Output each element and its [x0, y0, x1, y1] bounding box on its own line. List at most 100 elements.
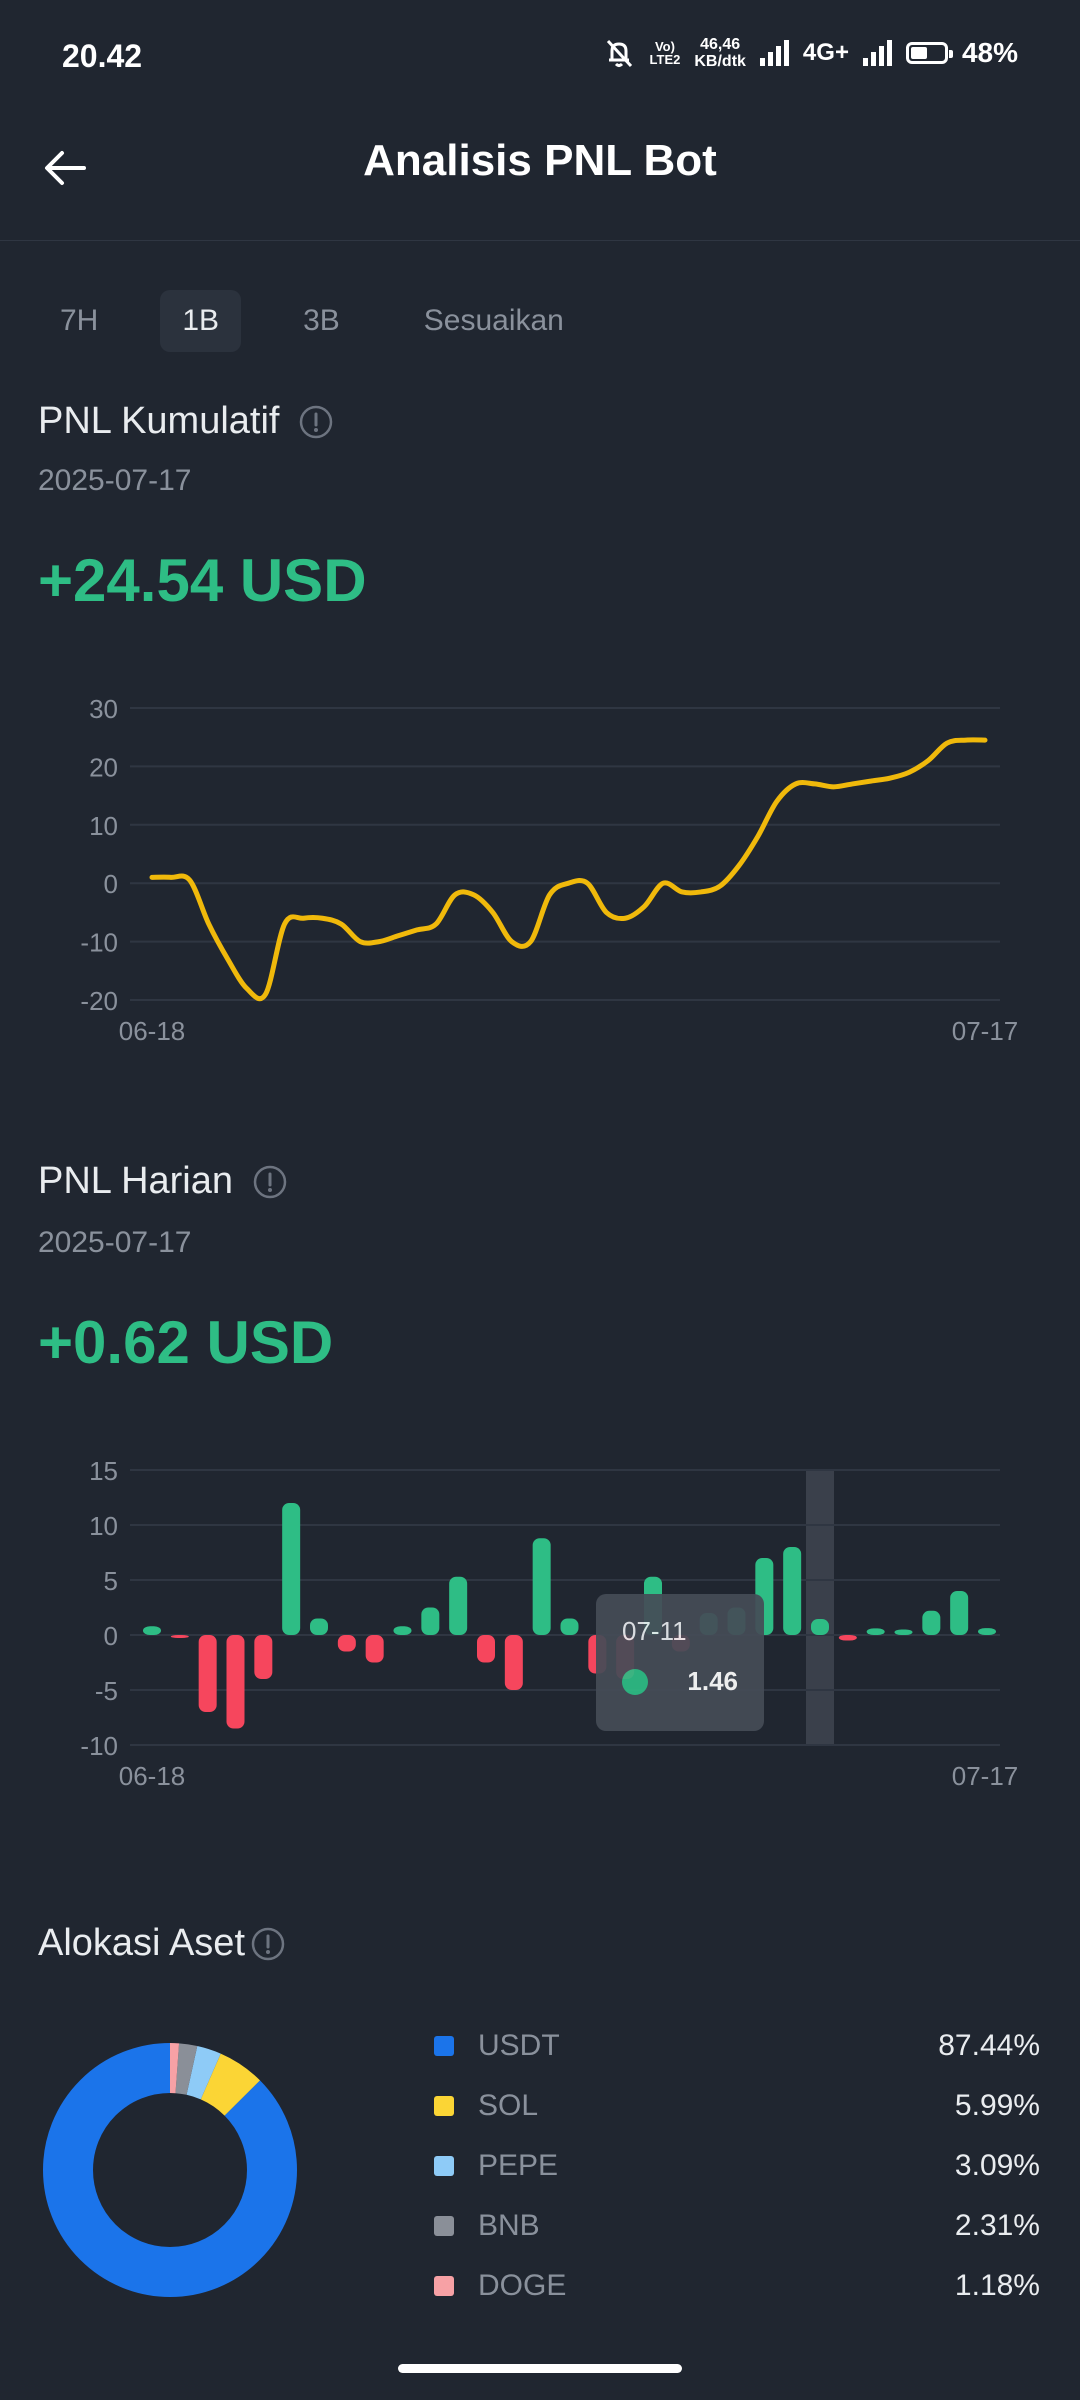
- legend-percent: 1.18%: [954, 2269, 1040, 2302]
- daily-bar: [365, 1635, 384, 1663]
- info-icon[interactable]: [253, 1165, 287, 1199]
- x-tick-label: 06-18: [119, 1016, 186, 1046]
- legend-row-doge: DOGE 1.18%: [434, 2256, 1040, 2316]
- tab-3b[interactable]: 3B: [303, 304, 340, 337]
- allocation-title-row: Alokasi Aset: [38, 1922, 285, 1965]
- daily-bar: [950, 1591, 969, 1635]
- daily-bar: [922, 1610, 941, 1635]
- daily-bar: [393, 1626, 412, 1635]
- donut-segment-doge: [43, 2043, 297, 2297]
- daily-bar: [310, 1618, 328, 1635]
- cumulative-title-row: PNL Kumulatif: [38, 400, 333, 443]
- cumulative-value: +24.54 USD: [38, 547, 367, 614]
- signal-icon: [759, 40, 789, 66]
- donut-segment-usdt: [43, 2043, 297, 2297]
- daily-chart[interactable]: 15 10 5 0 -5 -10 06-18 07-17: [0, 1440, 1080, 1800]
- legend-name: DOGE: [478, 2269, 567, 2302]
- legend-swatch: [434, 2096, 454, 2116]
- y-tick-label: 10: [89, 811, 118, 841]
- daily-bar: [560, 1618, 579, 1635]
- volte-indicator: Vo) LTE2: [650, 40, 681, 66]
- daily-bar: [226, 1635, 245, 1729]
- home-indicator[interactable]: [398, 2364, 682, 2373]
- x-tick-label: 07-17: [952, 1761, 1019, 1791]
- legend-percent: 87.44%: [938, 2029, 1040, 2062]
- y-tick-label: 20: [89, 752, 118, 782]
- status-icons: Vo) LTE2 46,46 KB/dtk 4G+ 48%: [602, 36, 1018, 70]
- daily-bar: [421, 1607, 440, 1635]
- x-tick-label: 06-18: [119, 1761, 186, 1791]
- tooltip-value: 1.46: [687, 1666, 738, 1696]
- legend-row-pepe: PEPE 3.09%: [434, 2136, 1040, 2196]
- x-tick-label: 07-17: [952, 1016, 1019, 1046]
- speed-value: 46,46: [700, 36, 741, 53]
- daily-bar: [143, 1626, 161, 1635]
- daily-value: +0.62 USD: [38, 1309, 334, 1376]
- tab-sesuaikan[interactable]: Sesuaikan: [423, 304, 564, 337]
- tooltip-dot: [622, 1669, 648, 1695]
- signal-icon-2: [862, 40, 892, 66]
- daily-bar: [894, 1629, 913, 1635]
- allocation-legend: USDT 87.44% SOL 5.99% PEPE 3.09% BNB 2.3…: [434, 2016, 1040, 2316]
- info-icon[interactable]: [251, 1927, 285, 1961]
- y-tick-label: 30: [89, 694, 118, 724]
- period-tabs: 7H 1B 3B Sesuaikan: [38, 290, 586, 352]
- y-tick-label: -5: [95, 1676, 118, 1706]
- daily-bar: [866, 1628, 885, 1635]
- tooltip-date: 07-11: [622, 1616, 687, 1646]
- legend-row-usdt: USDT 87.44%: [434, 2016, 1040, 2076]
- legend-name: BNB: [478, 2209, 540, 2242]
- tab-7h[interactable]: 7H: [60, 304, 99, 337]
- daily-bar: [254, 1635, 273, 1679]
- info-icon[interactable]: [299, 405, 333, 439]
- y-tick-label: 0: [104, 869, 118, 899]
- volte-top: Vo): [654, 39, 675, 54]
- y-tick-label: 5: [104, 1566, 118, 1596]
- back-button[interactable]: [36, 138, 96, 198]
- bell-muted-icon: [606, 39, 632, 68]
- cumulative-title: PNL Kumulatif: [38, 400, 280, 442]
- legend-row-sol: SOL 5.99%: [434, 2076, 1040, 2136]
- daily-bar: [337, 1635, 356, 1652]
- y-tick-label: -10: [80, 928, 118, 958]
- daily-bar: [838, 1635, 857, 1641]
- legend-name: USDT: [478, 2029, 560, 2062]
- daily-title-row: PNL Harian: [38, 1160, 287, 1203]
- daily-bar: [282, 1503, 301, 1635]
- header: Analisis PNL Bot: [0, 110, 1080, 241]
- daily-title: PNL Harian: [38, 1160, 234, 1202]
- y-tick-label: -10: [80, 1731, 118, 1761]
- legend-row-bnb: BNB 2.31%: [434, 2196, 1040, 2256]
- legend-name: SOL: [478, 2089, 539, 2122]
- legend-percent: 3.09%: [954, 2149, 1040, 2182]
- allocation-donut-chart[interactable]: [35, 2035, 305, 2305]
- speed-unit: KB/dtk: [694, 53, 746, 70]
- network-speed: 46,46 KB/dtk: [694, 36, 746, 70]
- daily-bar: [170, 1635, 189, 1638]
- battery-percent: 48%: [961, 37, 1018, 68]
- y-tick-label: 15: [89, 1456, 118, 1486]
- legend-percent: 5.99%: [954, 2089, 1040, 2122]
- legend-swatch: [434, 2216, 454, 2236]
- tab-1b[interactable]: 1B: [160, 290, 242, 352]
- daily-bar: [978, 1628, 996, 1635]
- network-type: 4G+: [802, 39, 849, 66]
- legend-swatch: [434, 2036, 454, 2056]
- daily-bar: [449, 1576, 468, 1635]
- y-tick-label: 10: [89, 1511, 118, 1541]
- hover-highlight: [806, 1470, 834, 1745]
- daily-bar: [811, 1618, 829, 1635]
- status-time: 20.42: [62, 38, 143, 74]
- arrow-left-icon: [45, 151, 86, 185]
- legend-swatch: [434, 2276, 454, 2296]
- page-title: Analisis PNL Bot: [363, 136, 717, 185]
- status-bar: 20.42 Vo) LTE2 46,46 KB/dtk 4G+ 48%: [0, 0, 1080, 110]
- cumulative-date: 2025-07-17: [38, 464, 192, 497]
- chart-tooltip: 07-11 1.46: [596, 1594, 764, 1731]
- y-tick-label: -20: [80, 986, 118, 1016]
- cumulative-chart[interactable]: 30 20 10 0 -10 -20 06-18 07-17: [0, 680, 1080, 1060]
- daily-bar: [198, 1635, 217, 1712]
- daily-bar: [532, 1538, 551, 1635]
